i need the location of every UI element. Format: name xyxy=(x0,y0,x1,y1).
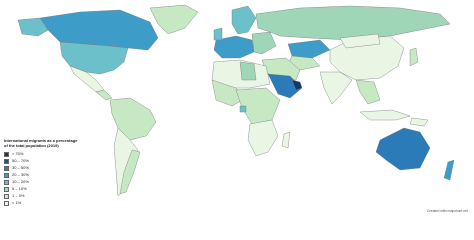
arabian-peninsula xyxy=(267,73,303,99)
indonesia xyxy=(359,109,411,121)
greenland xyxy=(149,4,199,35)
legend-swatch xyxy=(4,159,9,165)
legend-items: > 70% 50 – 70% 30 – 50% 20 – 30% 10 – 20% 5 –… xyxy=(4,151,82,207)
southern-africa xyxy=(247,119,279,157)
legend-label: > 70% xyxy=(12,151,24,157)
legend: International migrants as a percentage o… xyxy=(4,138,82,207)
legend-item: 10 – 20% xyxy=(4,179,82,186)
legend-label: 5 – 10% xyxy=(12,186,27,192)
kazakhstan xyxy=(287,39,331,59)
gabon xyxy=(239,105,247,113)
legend-swatch xyxy=(4,152,9,158)
legend-item: 30 – 50% xyxy=(4,165,82,172)
japan xyxy=(409,47,419,67)
australia xyxy=(375,127,431,171)
legend-title: International migrants as a percentage o… xyxy=(4,138,78,148)
legend-swatch xyxy=(4,173,9,179)
papua-new-guinea xyxy=(409,117,429,127)
scandinavia xyxy=(231,5,257,35)
mongolia xyxy=(339,33,381,49)
argentina xyxy=(119,149,141,195)
alaska xyxy=(17,17,49,37)
eastern-europe xyxy=(251,31,277,55)
legend-swatch xyxy=(4,194,9,200)
legend-item: < 1% xyxy=(4,200,82,207)
russia xyxy=(255,5,451,41)
legend-item: 5 – 10% xyxy=(4,186,82,193)
western-europe xyxy=(213,35,255,59)
map-screenshot: International migrants as a percentage o… xyxy=(4,4,468,213)
new-zealand xyxy=(443,159,455,181)
legend-label: 20 – 30% xyxy=(12,172,29,178)
legend-label: 30 – 50% xyxy=(12,165,29,171)
canada xyxy=(39,9,159,51)
legend-item: 1 – 5% xyxy=(4,193,82,200)
legend-label: 1 – 5% xyxy=(12,193,25,199)
legend-label: < 1% xyxy=(12,200,22,206)
legend-swatch xyxy=(4,187,9,193)
southeast-asia xyxy=(355,79,381,105)
gulf-states xyxy=(291,79,303,91)
legend-swatch xyxy=(4,166,9,172)
legend-label: 50 – 70% xyxy=(12,158,29,164)
west-africa xyxy=(211,79,247,107)
usa xyxy=(59,41,129,75)
uk xyxy=(213,27,223,41)
madagascar xyxy=(281,131,291,149)
legend-item: 50 – 70% xyxy=(4,158,82,165)
credit: Created with mapchart.net xyxy=(426,209,468,213)
india xyxy=(319,71,353,105)
legend-swatch xyxy=(4,201,9,207)
world-map xyxy=(17,4,455,197)
legend-swatch xyxy=(4,180,9,186)
legend-item: 20 – 30% xyxy=(4,172,82,179)
libya xyxy=(239,61,257,81)
legend-label: 10 – 20% xyxy=(12,179,29,185)
south-america-north xyxy=(109,97,157,141)
legend-item: > 70% xyxy=(4,151,82,158)
central-america xyxy=(95,89,113,101)
